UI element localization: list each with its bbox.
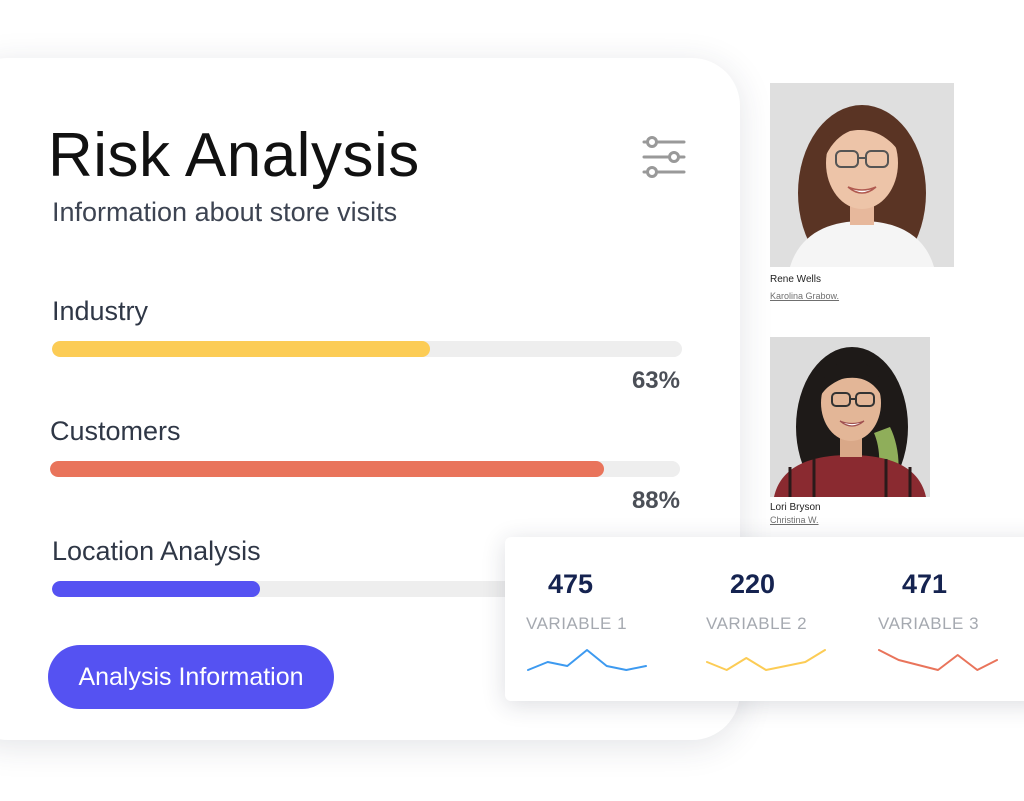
variable-1-sparkline: [527, 649, 647, 671]
progress-fill-location: [52, 581, 260, 597]
photo-credit-link[interactable]: Karolina Grabow.: [770, 291, 840, 301]
filter-settings-button[interactable]: [640, 134, 688, 180]
metric-label-customers: Customers: [50, 416, 181, 446]
progress-track-customers: [50, 461, 680, 477]
metric-percent-industry: 63%: [631, 367, 680, 394]
person-name: Lori Bryson: [770, 502, 821, 513]
variable-3-value: 471: [902, 569, 948, 599]
metric-label-location: Location Analysis: [52, 536, 261, 566]
variable-2-label: VARIABLE 2: [706, 614, 808, 633]
metric-label-industry: Industry: [52, 296, 149, 326]
person-photo-lori-bryson: [770, 337, 930, 497]
variable-3-sparkline: [878, 649, 998, 671]
variable-1-value: 475: [548, 569, 594, 599]
progress-fill-industry: [52, 341, 430, 357]
metric-percent-customers: 88%: [631, 487, 680, 514]
variables-stats-panel: [505, 537, 1024, 701]
person-name: Rene Wells: [770, 274, 821, 285]
variable-3-label: VARIABLE 3: [878, 614, 980, 633]
variable-1-label: VARIABLE 1: [526, 614, 628, 633]
sliders-icon: [642, 136, 686, 178]
page-subtitle: Information about store visits: [52, 197, 398, 227]
page-title: Risk Analysis: [48, 121, 420, 190]
variable-2-value: 220: [730, 569, 776, 599]
progress-track-industry: [52, 341, 682, 357]
photo-credit-link[interactable]: Christina W.: [770, 515, 819, 525]
progress-fill-customers: [50, 461, 605, 477]
variable-2-sparkline: [706, 649, 826, 671]
person-photo-rene-wells: [770, 83, 954, 267]
analysis-information-button[interactable]: Analysis Information: [48, 645, 334, 709]
